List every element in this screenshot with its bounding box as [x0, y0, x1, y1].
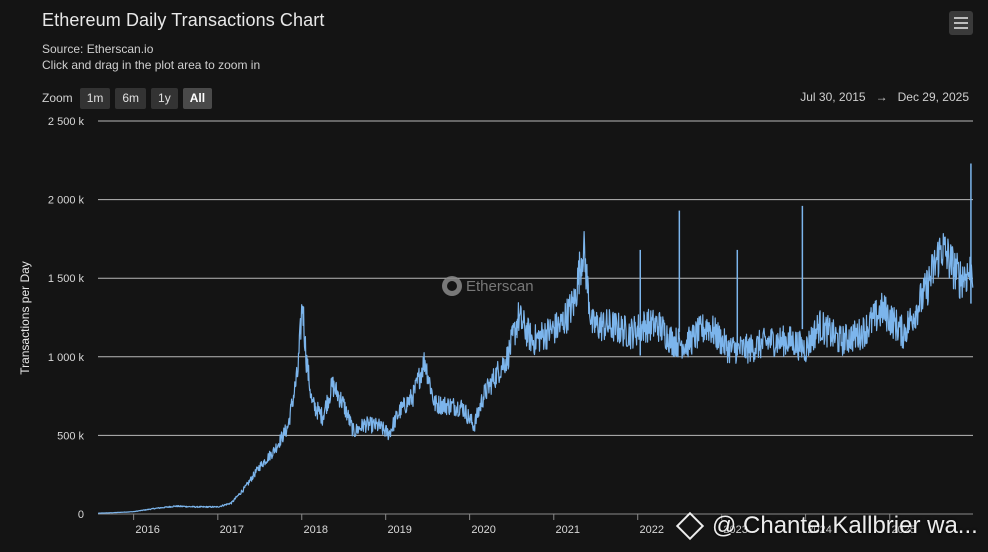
y-axis-label: Transactions per Day [18, 261, 32, 375]
x-tick-label: 2017 [220, 524, 244, 536]
x-tick-label: 2021 [556, 524, 580, 536]
watermark-text: Etherscan [466, 277, 534, 295]
series-line [97, 231, 974, 514]
y-tick-label: 1 000 k [48, 352, 85, 364]
range-from[interactable]: Jul 30, 2015 [800, 90, 866, 104]
zoom-label: Zoom [42, 91, 73, 105]
y-tick-label: 0 [78, 509, 84, 521]
y-tick-label: 2 500 k [48, 116, 85, 128]
y-tick-label: 1 500 k [48, 273, 85, 285]
x-tick-label: 2022 [639, 524, 663, 536]
chart-subtitle: Source: Etherscan.io Click and drag in t… [42, 41, 260, 73]
x-tick-label: 2019 [387, 524, 411, 536]
date-range: Jul 30, 2015 → Dec 29, 2025 [800, 90, 969, 104]
zoom-6m-button[interactable]: 6m [115, 87, 147, 109]
etherscan-logo-icon [442, 276, 462, 296]
x-tick-label: 2016 [135, 524, 159, 536]
etherscan-watermark: Etherscan [442, 276, 534, 296]
zoom-controls: Zoom 1m 6m 1y All [42, 87, 213, 109]
x-tick-label: 2024 [807, 524, 831, 536]
x-axis-ticks: 2016 2017 2018 2019 2020 2021 2022 2023 2024 2025 [133, 514, 916, 536]
zoom-1y-button[interactable]: 1y [151, 87, 178, 109]
y-tick-label: 2 000 k [48, 195, 85, 207]
y-axis-ticks: 0 500 k 1 000 k 1 500 k 2 000 k 2 500 k [48, 116, 85, 521]
x-tick-label: 2025 [892, 524, 916, 536]
x-tick-label: 2023 [723, 524, 747, 536]
source-label: Source: Etherscan.io [42, 42, 154, 56]
hamburger-icon [954, 17, 968, 19]
overlay-credit: @ Chantel Kallbrier wa... [675, 511, 978, 541]
zoom-1m-button[interactable]: 1m [79, 87, 111, 109]
overlay-credit-text: @ Chantel Kallbrier wa... [712, 512, 978, 539]
binance-logo-icon [675, 511, 705, 541]
y-tick-label: 500 k [57, 430, 84, 442]
range-to[interactable]: Dec 29, 2025 [897, 90, 969, 104]
series-group [97, 163, 974, 514]
range-arrow: → [875, 90, 888, 104]
x-tick-label: 2020 [471, 524, 495, 536]
zoom-hint: Click and drag in the plot area to zoom … [42, 58, 261, 72]
chart-title: Ethereum Daily Transactions Chart [42, 10, 325, 30]
x-tick-label: 2018 [304, 524, 328, 536]
grid-lines [98, 120, 973, 515]
chart-menu-button[interactable] [949, 11, 973, 35]
zoom-all-button[interactable]: All [182, 87, 213, 109]
